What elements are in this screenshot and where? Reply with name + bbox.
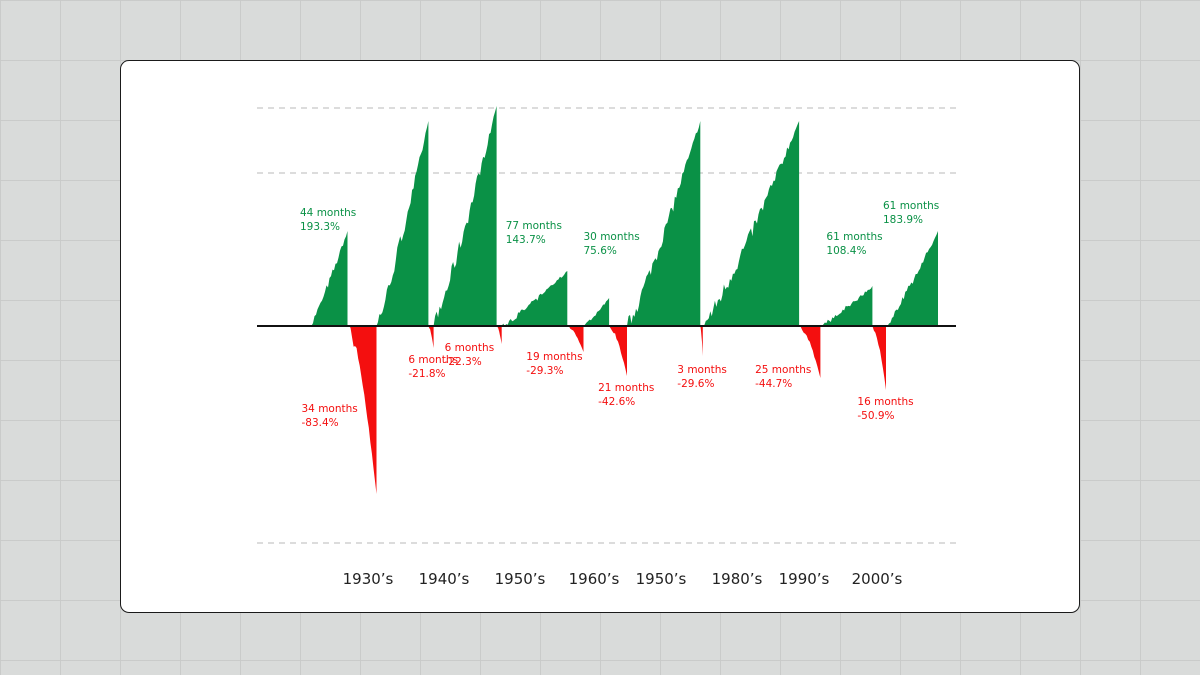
- market-change-label: 143.7%: [506, 234, 546, 246]
- x-tick-label: 2000’s: [852, 570, 903, 588]
- market-duration-label: 16 months: [857, 396, 913, 408]
- market-duration-label: 77 months: [506, 220, 562, 232]
- market-duration-label: 25 months: [755, 364, 811, 376]
- x-tick-label: 1980’s: [712, 570, 763, 588]
- bull-market-area: [376, 121, 429, 326]
- market-change-label: -21.8%: [408, 368, 445, 380]
- bear-market-area: [428, 326, 434, 348]
- x-axis-ticks: 1930’s 1940’s 1950’s 1960’s 1950’s 1980’s 1990…: [343, 570, 903, 588]
- bull-market-area: [627, 121, 701, 326]
- market-change-label: -29.3%: [526, 365, 563, 377]
- bear-market-area: [347, 326, 377, 494]
- market-change-label: 183.9%: [883, 214, 923, 226]
- bear-market-area: [496, 326, 502, 344]
- market-change-label: 75.6%: [584, 245, 617, 257]
- market-duration-label: 19 months: [526, 351, 582, 363]
- market-change-label: 108.4%: [826, 245, 866, 257]
- market-duration-label: 34 months: [302, 403, 358, 415]
- bear-market-area: [799, 326, 821, 378]
- bull-market-area: [310, 231, 348, 326]
- bull-market-area: [820, 286, 873, 326]
- market-duration-label: 30 months: [584, 231, 640, 243]
- market-duration-label: 3 months: [677, 364, 727, 376]
- bull-market-area: [583, 298, 610, 326]
- market-change-label: -29.6%: [677, 378, 714, 390]
- market-change-label: -42.6%: [598, 396, 635, 408]
- bull-market-area: [702, 121, 800, 326]
- bull-market-area: [886, 231, 938, 326]
- market-change-label: -44.7%: [755, 378, 792, 390]
- bear-market-area: [700, 326, 703, 356]
- bear-market-area: [609, 326, 627, 376]
- x-tick-label: 1960’s: [569, 570, 620, 588]
- market-duration-label: 61 months: [826, 231, 882, 243]
- market-change-label: -22.3%: [445, 356, 482, 368]
- market-duration-label: 61 months: [883, 200, 939, 212]
- bull-market-area: [433, 106, 497, 326]
- market-change-label: 193.3%: [300, 221, 340, 233]
- bull-market-area: [501, 271, 568, 326]
- x-tick-label: 1990’s: [779, 570, 830, 588]
- x-tick-label: 1940’s: [419, 570, 470, 588]
- market-areas: [310, 106, 938, 494]
- market-duration-label: 6 months: [408, 354, 458, 366]
- bear-market-area: [872, 326, 886, 390]
- market-duration-label: 6 months: [445, 342, 495, 354]
- market-change-label: -83.4%: [302, 417, 339, 429]
- x-tick-label: 1950’s: [495, 570, 546, 588]
- market-duration-label: 44 months: [300, 207, 356, 219]
- x-tick-label: 1930’s: [343, 570, 394, 588]
- bear-market-area: [567, 326, 584, 352]
- market-change-label: -50.9%: [857, 410, 894, 422]
- market-duration-label: 21 months: [598, 382, 654, 394]
- x-tick-label: 1950’s: [636, 570, 687, 588]
- chart-card: 44 months 193.3% 34 months -83.4% 6 months -2…: [120, 60, 1080, 613]
